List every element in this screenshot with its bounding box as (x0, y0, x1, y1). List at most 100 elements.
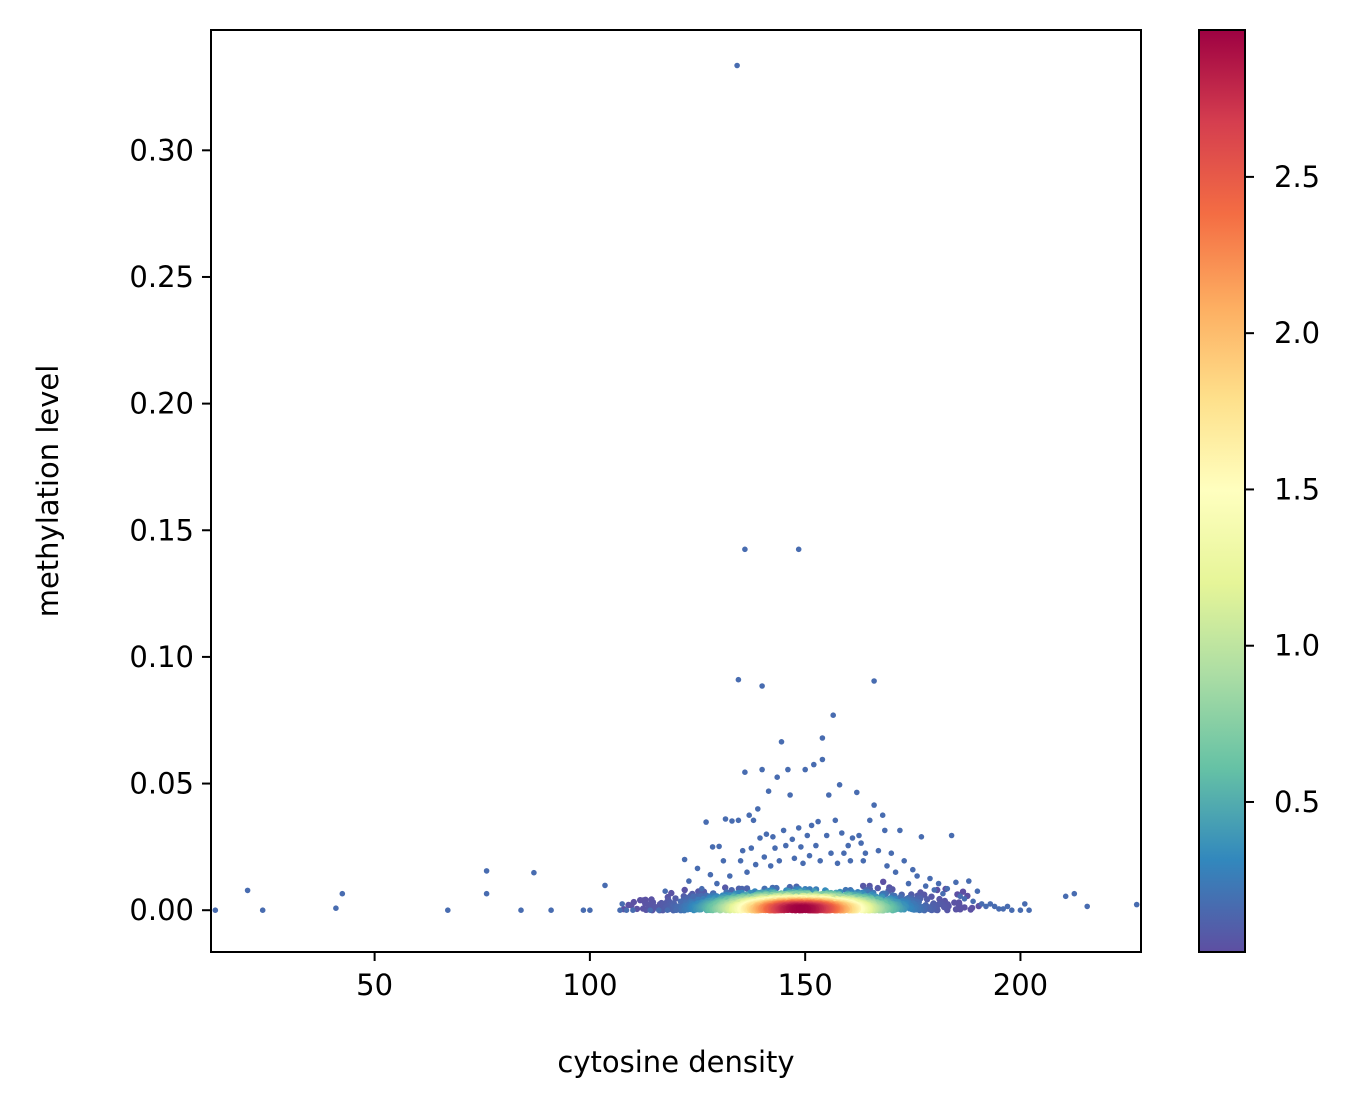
scatter-point (795, 546, 802, 553)
density-point (722, 884, 729, 891)
y-tick-label: 0.10 (129, 640, 194, 674)
scatter-point (735, 817, 742, 824)
scatter-point (957, 893, 963, 900)
density-point (967, 906, 974, 913)
scatter-point (1084, 903, 1090, 910)
scatter-point (991, 903, 998, 910)
scatter-point (483, 890, 490, 897)
scatter-point (746, 812, 752, 818)
scatter-point (772, 845, 778, 851)
scatter-point (681, 856, 688, 863)
scatter-point (819, 756, 826, 763)
scatter-point (686, 878, 692, 884)
scatter-point (815, 818, 821, 825)
scatter-point (742, 769, 748, 775)
scatter-point (776, 858, 783, 864)
density-core (620, 878, 982, 914)
scatter-point (602, 882, 608, 889)
density-point (951, 899, 958, 906)
x-axis-ticks: 50 100 150 200 (356, 952, 1048, 1002)
y-tick-label: 0.30 (129, 133, 194, 167)
scatter-point (966, 878, 972, 884)
scatter-point (854, 789, 860, 796)
scatter-point (212, 907, 219, 913)
scatter-point (996, 906, 1002, 912)
scatter-point (875, 847, 882, 854)
scatter-point (445, 907, 451, 913)
x-tick-label: 200 (993, 968, 1048, 1002)
scatter-point (828, 850, 834, 856)
scatter-point (1026, 907, 1032, 913)
scatter-point (1000, 906, 1006, 912)
scatter-point (871, 678, 877, 684)
density-point (859, 882, 867, 890)
scatter-point (817, 858, 823, 864)
scatter-point (737, 858, 744, 864)
scatter-point (656, 907, 662, 913)
y-axis-label: methylation level (31, 365, 65, 618)
scatter-point (860, 858, 867, 864)
scatter-point (953, 879, 959, 886)
scatter-point (619, 901, 625, 907)
density-point (681, 886, 688, 894)
scatter-point (739, 847, 746, 854)
scatter-point (795, 825, 802, 831)
scatter-point (623, 907, 630, 913)
scatter-point (931, 887, 938, 893)
scatter-point (483, 868, 490, 874)
scatter-point (892, 869, 899, 875)
scatter-point (630, 907, 636, 913)
scatter-point (914, 873, 920, 879)
x-tick-label: 50 (356, 968, 393, 1002)
scatter-point (765, 788, 772, 794)
scatter-point (259, 907, 266, 913)
scatter-point (333, 905, 339, 911)
scatter-point (703, 819, 709, 825)
scatter-point (905, 880, 912, 887)
scatter-point (1071, 890, 1078, 897)
scatter-point (879, 812, 886, 818)
scatter-point (826, 792, 832, 798)
scatter-point (978, 901, 985, 907)
scatter-point (759, 683, 765, 689)
scatter-point (813, 842, 819, 849)
scatter-point (847, 858, 854, 864)
scatter-point (647, 907, 653, 913)
scatter-point (798, 844, 804, 850)
scatter-point (974, 888, 981, 894)
scatter-point (1062, 893, 1069, 900)
density-point (941, 903, 948, 911)
scatter-point (927, 875, 933, 882)
scatter-point (987, 901, 994, 907)
density-point (874, 884, 881, 892)
y-tick-label: 0.20 (129, 387, 194, 421)
density-point (799, 905, 806, 912)
scatter-point (662, 888, 668, 894)
scatter-point (767, 863, 774, 869)
scatter-point (802, 766, 808, 773)
scatter-point (940, 890, 946, 897)
scatter-point (823, 832, 830, 839)
colorbar-ticks: 0.5 1.0 1.5 2.0 2.5 (1245, 160, 1320, 819)
scatter-point (849, 835, 856, 841)
scatter-point (673, 907, 679, 913)
scatter-point (617, 907, 623, 913)
scatter-point (862, 850, 869, 856)
scatter-point (1133, 901, 1140, 908)
scatter-point (791, 855, 798, 862)
scatter-point (839, 830, 845, 836)
colorbar-tick-label: 1.0 (1274, 629, 1320, 663)
scatter-point (780, 827, 787, 834)
scatter-point (722, 816, 729, 822)
scatter-point (841, 850, 847, 856)
scatter-point (983, 903, 989, 910)
scatter-point (804, 832, 811, 839)
colorbar-tick-label: 2.0 (1274, 316, 1320, 350)
scatter-point (755, 806, 761, 812)
scatter-point (910, 866, 916, 873)
scatter-point (789, 836, 796, 843)
scatter-point (901, 858, 907, 864)
scatter-point (800, 860, 806, 867)
scatter-point (918, 834, 925, 840)
plot-frame (210, 29, 1142, 953)
